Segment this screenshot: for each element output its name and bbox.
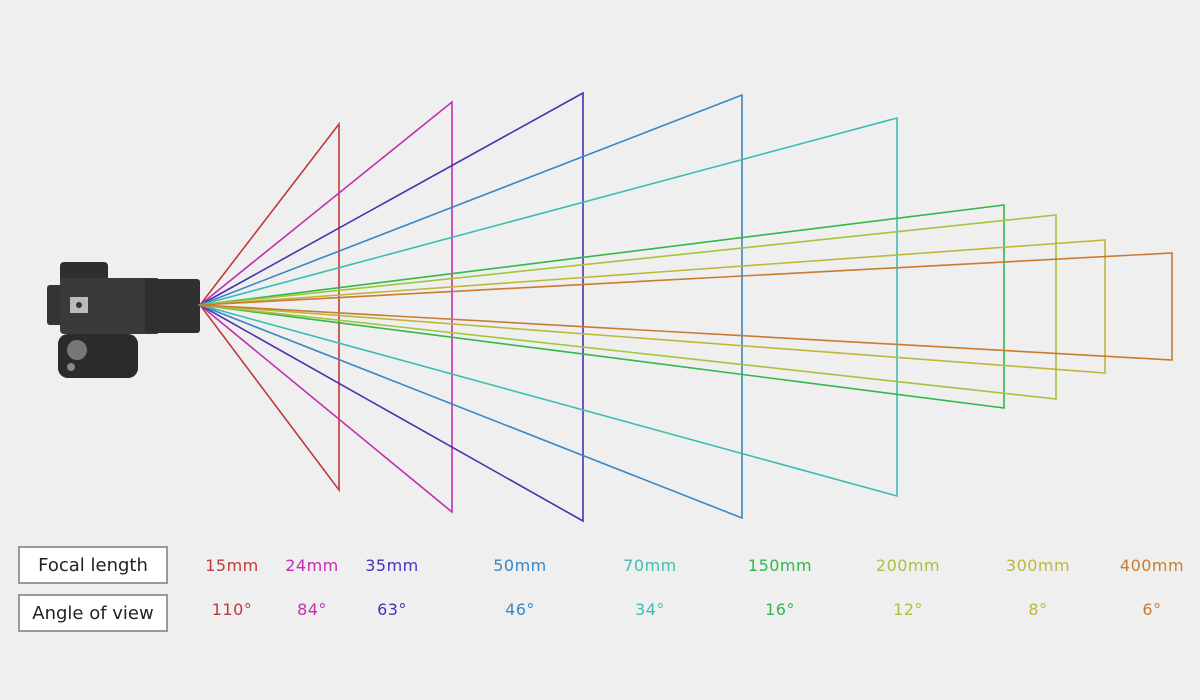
view-frame-200mm: [199, 214, 1057, 400]
angle-label: 6°: [1142, 600, 1162, 619]
angle-label: 46°: [505, 600, 535, 619]
focal-label: 50mm: [493, 556, 547, 575]
angle-label: 34°: [635, 600, 665, 619]
angle-label: 84°: [297, 600, 327, 619]
angle-label: 12°: [893, 600, 923, 619]
view-frame-50mm: [197, 93, 743, 520]
camera-icon: [47, 262, 200, 378]
focal-label: 300mm: [1005, 556, 1071, 575]
angle-label: 110°: [211, 600, 253, 619]
focal-label: 200mm: [875, 556, 941, 575]
focal-label: 15mm: [205, 556, 259, 575]
angle-label: 8°: [1028, 600, 1048, 619]
view-frame-70mm: [196, 116, 898, 498]
focal-label: 24mm: [285, 556, 339, 575]
focal-label: 400mm: [1119, 556, 1185, 575]
angle-label: 63°: [377, 600, 407, 619]
view-frame-150mm: [199, 204, 1005, 409]
focal-length-header: Focal length: [18, 546, 168, 584]
focal-label: 70mm: [623, 556, 677, 575]
view-frame-300mm: [199, 239, 1106, 374]
angle-of-view-header: Angle of view: [18, 594, 168, 632]
view-frame-400mm: [199, 252, 1173, 361]
angle-label: 16°: [765, 600, 795, 619]
view-frame-15mm: [198, 121, 340, 493]
view-frame-24mm: [198, 100, 453, 514]
view-frame-35mm: [198, 91, 584, 523]
focal-label: 150mm: [747, 556, 813, 575]
focal-label: 35mm: [365, 556, 419, 575]
